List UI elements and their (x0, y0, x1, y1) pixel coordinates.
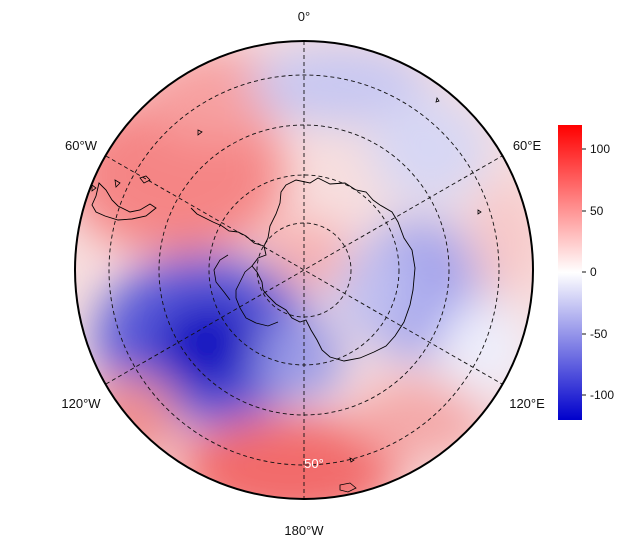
anomaly-field (75, 41, 533, 499)
negative-anomaly-south-west-core (155, 300, 265, 390)
positive-anomaly-east-south (440, 300, 530, 400)
colorbar: 100 50 0 -50 -100 (558, 125, 614, 420)
negative-anomaly-north (250, 45, 430, 125)
sub-antarctic-islands (197, 97, 482, 493)
south-america-islands (91, 175, 151, 192)
lon-label-180w: 180°W (284, 523, 324, 538)
map-boundary (74, 40, 534, 500)
antarctic-peninsula (190, 207, 265, 247)
lon-label-60e: 60°E (513, 138, 542, 153)
longitude-labels: 0° 60°E 120°E 180°W 120°W 60°W (61, 9, 545, 538)
colorbar-gradient (558, 125, 582, 420)
colorbar-tick-0: 0 (590, 265, 597, 279)
negative-anomaly-south (255, 320, 345, 400)
colorbar-tick-minus50: -50 (590, 327, 608, 341)
negative-anomaly-center-east (330, 245, 410, 335)
colorbar-tick-100: 100 (590, 142, 610, 156)
antarctica-coastline (251, 177, 416, 362)
positive-anomaly-east-edge (470, 180, 533, 300)
lon-label-0: 0° (298, 9, 310, 24)
colorbar-tick-50: 50 (590, 204, 604, 218)
graticule-meridians (105, 41, 503, 499)
colorbar-tick-minus100: -100 (590, 388, 614, 402)
negative-anomaly-north-east (370, 95, 490, 205)
lon-label-120e: 120°E (509, 396, 545, 411)
latitude-label: 50° (304, 456, 324, 471)
south-america-coastline (91, 182, 157, 221)
ice-shelf-edge-west (213, 254, 231, 301)
positive-anomaly-south-east (350, 380, 490, 460)
positive-anomaly-pole (260, 220, 350, 290)
ice-shelf-edge (235, 265, 279, 327)
lon-label-60w: 60°W (65, 138, 98, 153)
lon-label-120w: 120°W (61, 396, 101, 411)
